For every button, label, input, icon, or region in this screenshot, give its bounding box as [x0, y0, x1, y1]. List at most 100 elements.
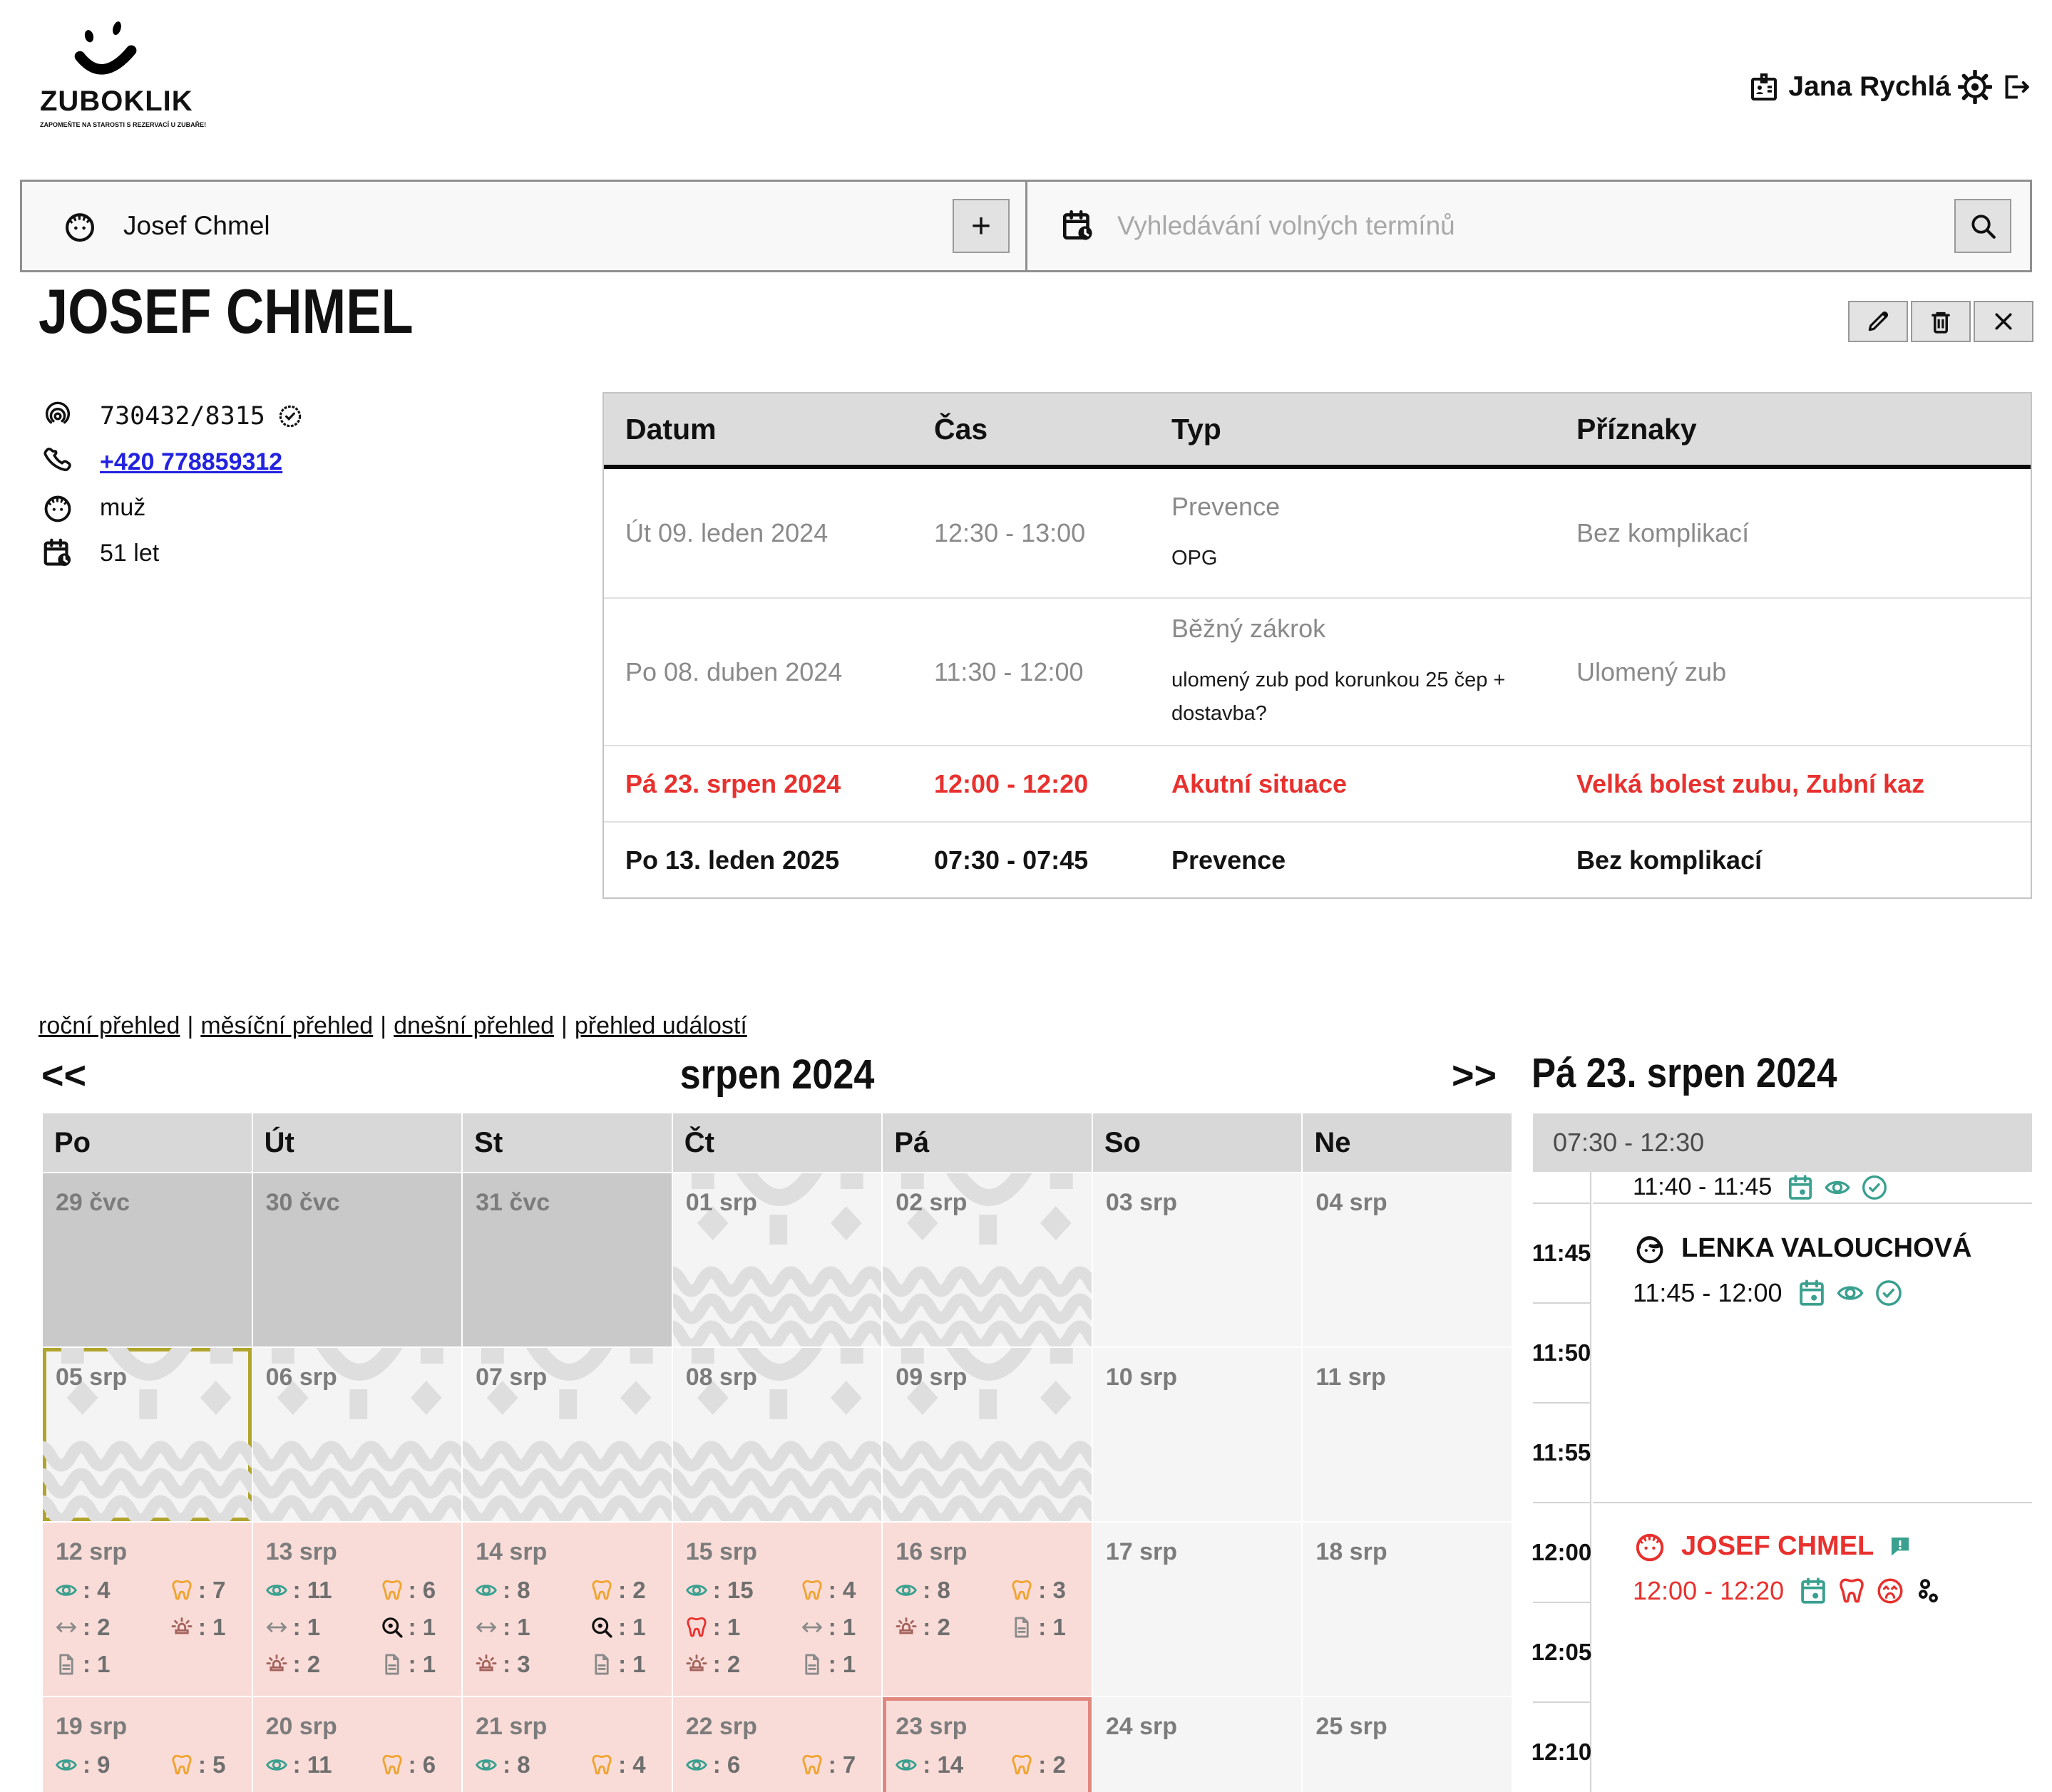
day-label: 30 čvc: [265, 1189, 340, 1216]
logout-icon[interactable]: [1999, 71, 2032, 103]
calendar-day-cell-18-srp[interactable]: 18 srp: [1303, 1523, 1512, 1696]
add-patient-button[interactable]: +: [953, 199, 1010, 253]
patient-age: 51 let: [100, 539, 160, 567]
siren-icon: [896, 1617, 917, 1634]
stat-tooth: : 4: [800, 1577, 856, 1604]
time-slot-12-10[interactable]: 12:10: [1532, 1703, 1591, 1792]
settings-gear-icon[interactable]: [1958, 70, 1992, 104]
time-slot-11-55[interactable]: 11:55: [1532, 1404, 1591, 1503]
time-slot-partial[interactable]: [1533, 1172, 1590, 1204]
stat-tooth: : 4: [590, 1751, 646, 1778]
next-month-button[interactable]: >>: [1452, 1054, 1497, 1097]
calendar-day-cell-07-srp[interactable]: 07 srp: [463, 1348, 672, 1521]
patient-age-row: 51 let: [41, 530, 304, 576]
calendar-day-cell-12-srp[interactable]: 12 srp : 4 : 7 : 2 : 1 : 1: [43, 1523, 252, 1696]
time-slot-11-45[interactable]: 11:45: [1532, 1204, 1591, 1304]
patient-search-box[interactable]: Josef Chmel +: [20, 180, 1027, 272]
edit-patient-button[interactable]: [1848, 301, 1908, 342]
calendar-day-cell-06-srp[interactable]: 06 srp: [252, 1348, 462, 1521]
calendar-day-cell-11-srp[interactable]: 11 srp: [1303, 1348, 1512, 1521]
patient-phone-link[interactable]: +420 778859312: [100, 448, 283, 475]
link-monthly-overview[interactable]: měsíční přehled: [200, 1012, 374, 1039]
appointment-josef-chmel[interactable]: JOSEF CHMEL 12:00 - 12:20: [1593, 1502, 2032, 1792]
visits-table: Datum Čas Typ Příznaky Út 09. leden 2024…: [602, 392, 2032, 899]
stat-tooth: : 7: [800, 1751, 856, 1778]
calendar-day-cell-08-srp[interactable]: 08 srp: [672, 1348, 882, 1521]
calendar-day-cell-09-srp[interactable]: 09 srp: [883, 1348, 1092, 1521]
phone-icon: [43, 447, 71, 472]
calendar-day-cell-17-srp[interactable]: 17 srp: [1092, 1523, 1302, 1696]
close-patient-button[interactable]: [1974, 301, 2033, 342]
calendar-day-cell-30-čvc[interactable]: 30 čvc: [252, 1173, 462, 1346]
smile-logo-icon: [74, 21, 137, 75]
arrows-icon: [56, 1622, 76, 1632]
calendar-day-cell-31-čvc[interactable]: 31 čvc: [463, 1173, 672, 1346]
eye-icon: [265, 1585, 287, 1596]
calendar-day-cell-14-srp[interactable]: 14 srp : 8 : 2 : 1 : 1 : 3 : 1: [463, 1523, 672, 1696]
delete-patient-button[interactable]: [1911, 301, 1971, 342]
appointment-time: 11:45 - 12:00: [1633, 1278, 1782, 1307]
appointment-partial[interactable]: 11:40 - 11:45: [1593, 1172, 2032, 1204]
time-slot-12-05[interactable]: 12:05: [1532, 1603, 1591, 1703]
calendar-day-cell-19-srp[interactable]: 19 srp : 9 : 5: [43, 1697, 252, 1792]
calendar-day-cell-29-čvc[interactable]: 29 čvc: [43, 1173, 252, 1346]
appointment-status-icons: [1798, 1576, 1944, 1606]
calendar-day-cell-15-srp[interactable]: 15 srp : 15 : 4 : 1 : 1 : 2 : 1: [672, 1523, 882, 1696]
brand-name: ZUBOKLIK: [40, 86, 193, 117]
opg-icon: [381, 1617, 403, 1638]
calendar-day-cell-10-srp[interactable]: 10 srp: [1092, 1348, 1302, 1521]
slot-search-input[interactable]: [1116, 210, 1867, 242]
calendar-day-cell-21-srp[interactable]: 21 srp : 8 : 4: [463, 1697, 672, 1792]
doc-icon: [384, 1654, 399, 1675]
day-range-header: 07:30 - 12:30: [1533, 1113, 2032, 1172]
visit-row-3[interactable]: Po 13. leden 2025 07:30 - 07:45 Prevence…: [604, 823, 2031, 897]
visit-row-1[interactable]: Po 08. duben 2024 11:30 - 12:00 Běžný zá…: [604, 599, 2031, 746]
calendar-day-cell-13-srp[interactable]: 13 srp : 11 : 6 : 1 : 1 : 2 : 1: [252, 1523, 462, 1696]
gender-face-icon: [41, 491, 74, 524]
calendar-day-cell-24-srp[interactable]: 24 srp: [1092, 1697, 1302, 1792]
calendar-day-cell-23-srp[interactable]: 23 srp : 14 : 2: [883, 1697, 1092, 1792]
visit-row-2[interactable]: Pá 23. srpen 2024 12:00 - 12:20 Akutní s…: [604, 746, 2031, 823]
calendar-day-cell-02-srp[interactable]: 02 srp: [883, 1173, 1092, 1346]
time-slot-12-00[interactable]: 12:00: [1532, 1503, 1591, 1603]
tooth-icon: [592, 1754, 612, 1775]
calendar-day-cell-20-srp[interactable]: 20 srp : 11 : 6: [252, 1697, 462, 1792]
calendar-day-cell-22-srp[interactable]: 22 srp : 6 : 7: [672, 1697, 882, 1792]
day-label: 23 srp: [896, 1713, 968, 1740]
eye-icon: [476, 1759, 498, 1771]
stat-tooth: : 2: [1010, 1751, 1066, 1778]
user-menu[interactable]: Jana Rychlá: [1747, 70, 2032, 104]
day-label: 21 srp: [476, 1713, 548, 1740]
visit-row-0[interactable]: Út 09. leden 2024 12:30 - 13:00 Prevence…: [604, 469, 2031, 599]
siren-icon: [171, 1617, 193, 1634]
calendar-day-cell-04-srp[interactable]: 04 srp: [1303, 1173, 1512, 1346]
tooth-icon: [172, 1754, 192, 1775]
patient-search-value[interactable]: Josef Chmel: [123, 211, 270, 240]
search-button[interactable]: [1954, 199, 2011, 253]
visit-cas: 12:00 - 12:20: [934, 768, 1089, 798]
patient-phone-row: +420 778859312: [41, 439, 304, 485]
face-male-icon: [44, 495, 71, 522]
fingerprint-icon: [45, 401, 71, 424]
col-datum: Datum: [625, 412, 717, 446]
prev-month-button[interactable]: <<: [41, 1054, 87, 1097]
idbadge-icon: [1751, 73, 1777, 101]
calendar-day-cell-03-srp[interactable]: 03 srp: [1092, 1173, 1302, 1346]
link-events-overview[interactable]: přehled událostí: [574, 1012, 747, 1039]
arrows-icon: [801, 1622, 822, 1632]
eye-icon: [1837, 1286, 1863, 1300]
calendar-day-cell-16-srp[interactable]: 16 srp : 8 : 3 : 2 : 1: [883, 1523, 1092, 1696]
link-daily-overview[interactable]: dnešní přehled: [394, 1012, 555, 1039]
appointment-lenka-valouchova[interactable]: LENKA VALOUCHOVÁ 11:45 - 12:00: [1593, 1205, 2032, 1502]
visit-priznaky: Bez komplikací: [1576, 518, 1750, 547]
calendar-day-cell-01-srp[interactable]: 01 srp: [672, 1173, 882, 1346]
time-slot-11-50[interactable]: 11:50: [1532, 1304, 1591, 1404]
brand-logo: ZUBOKLIK ZAPOMEŇTE NA STAROSTI S REZERVA…: [40, 17, 206, 128]
link-yearly-overview[interactable]: roční přehled: [39, 1012, 180, 1039]
calendar-day-cell-05-srp[interactable]: 05 srp: [43, 1348, 252, 1521]
calendar-day-cell-25-srp[interactable]: 25 srp: [1303, 1697, 1512, 1792]
appointment-status-icons: [1786, 1173, 1889, 1202]
slot-search-box[interactable]: [1025, 180, 2032, 272]
pencil-icon: [1868, 311, 1889, 331]
